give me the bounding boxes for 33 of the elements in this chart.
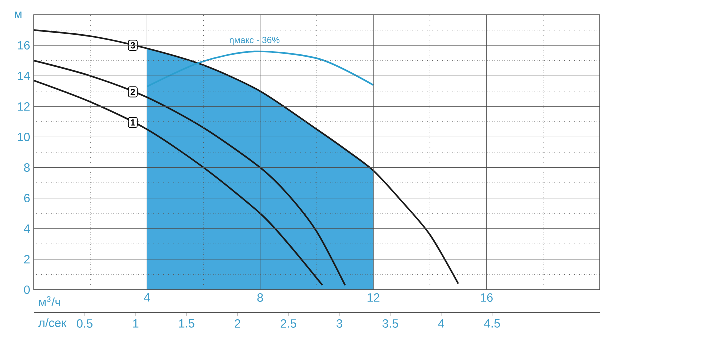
x2-tick-label: 3 [336, 320, 342, 328]
x2-axis-title: л/сек [38, 318, 67, 328]
y-tick-label: 8 [24, 164, 30, 172]
x2-tick-label: 1 [133, 320, 139, 328]
x-axis-title: м$^{3}$/ч [39, 296, 60, 307]
y-tick-label: 6 [24, 194, 30, 203]
x-tick-label: 16 [481, 294, 493, 302]
y-tick-label: 4 [24, 224, 30, 233]
y-tick-label: 2 [24, 255, 30, 264]
y-tick-label: 10 [18, 132, 30, 142]
y-tick-label: 14 [18, 72, 30, 80]
x-tick-label: 8 [258, 294, 264, 302]
x-tick-label: 4 [144, 294, 150, 302]
x-tick-label: 12 [368, 294, 380, 302]
y-tick-label: 0 [24, 286, 30, 294]
line-series [33, 29, 460, 285]
annotation: ηмакс - 36% [230, 37, 280, 46]
line-series [33, 80, 324, 286]
series-label: 3 [130, 42, 136, 49]
x2-tick-label: 0.5 [77, 320, 93, 328]
y-tick-label: 12 [18, 102, 30, 111]
line-series [33, 60, 346, 286]
x2-tick-label: 2 [235, 320, 240, 328]
line-series [146, 50, 374, 88]
x2-tick-label: 1.5 [179, 320, 195, 328]
y-axis-title: м [15, 12, 22, 18]
x2-tick-label: 3.5 [382, 320, 398, 328]
y-tick-label: 16 [18, 41, 30, 50]
x2-tick-label: 2.5 [280, 320, 296, 328]
x2-tick-label: 4 [438, 320, 444, 328]
series-label: 1 [131, 120, 136, 126]
x2-tick-label: 4.5 [484, 320, 500, 328]
series-label: 2 [130, 89, 136, 96]
